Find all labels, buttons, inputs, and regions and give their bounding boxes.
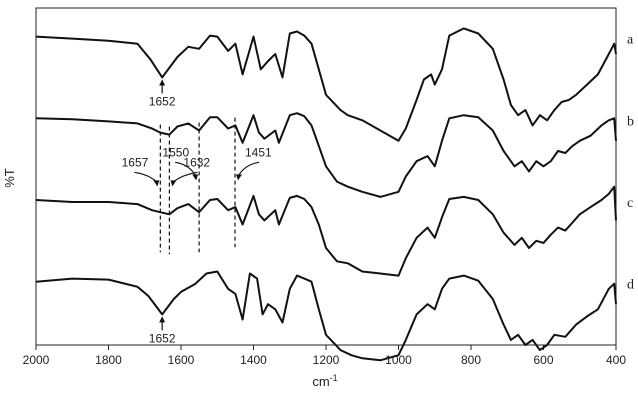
annotation-arrowhead — [159, 79, 166, 86]
x-tick-label: 1200 — [313, 353, 340, 367]
annotation-arrowhead — [159, 316, 166, 323]
annotation-arrowhead — [236, 174, 243, 181]
series-label-c: c — [627, 196, 633, 211]
annotation-label: 1652 — [149, 331, 176, 345]
series-labels: a b c d — [627, 33, 634, 293]
dashed-markers — [159, 117, 236, 255]
x-tick-label: 1400 — [240, 353, 267, 367]
x-tick-label: 1600 — [168, 353, 195, 367]
spectrum-d — [35, 270, 617, 362]
x-tick-label: 800 — [461, 353, 481, 367]
annotation-arrowhead — [153, 180, 160, 187]
annotation-label: 1632 — [183, 155, 210, 169]
annotation-arrowhead — [192, 174, 199, 181]
x-axis-label-unit: cm — [312, 374, 329, 389]
annotation-curved-arrow — [237, 161, 260, 177]
plot-area — [35, 7, 617, 346]
x-tick-label: 600 — [533, 353, 553, 367]
series-label-a: a — [627, 33, 634, 48]
annotation-label: 1657 — [122, 155, 149, 169]
annotation-label: 1550 — [162, 145, 189, 159]
series-label-b: b — [627, 114, 634, 129]
annotation-arrowhead — [170, 180, 177, 187]
series-label-d: d — [627, 278, 634, 293]
x-tick-label: 2000 — [23, 353, 50, 367]
x-axis-ticks: 2000 1800 1600 1400 1200 1000 800 600 400 — [23, 345, 626, 367]
x-tick-label: 400 — [606, 353, 626, 367]
annotation-label: 1451 — [245, 145, 272, 159]
x-tick-label: 1800 — [95, 353, 122, 367]
annotation-label: 1652 — [149, 94, 176, 108]
x-axis-label: cm-1 — [312, 373, 337, 389]
spectra-group — [35, 27, 617, 362]
y-axis-label: %T — [2, 168, 17, 188]
spectrum-a — [35, 27, 617, 142]
annotation-curved-arrow — [172, 171, 198, 183]
spectrum-c — [35, 185, 617, 277]
x-axis-label-exponent: -1 — [330, 373, 338, 383]
spectrum-b — [35, 112, 617, 198]
